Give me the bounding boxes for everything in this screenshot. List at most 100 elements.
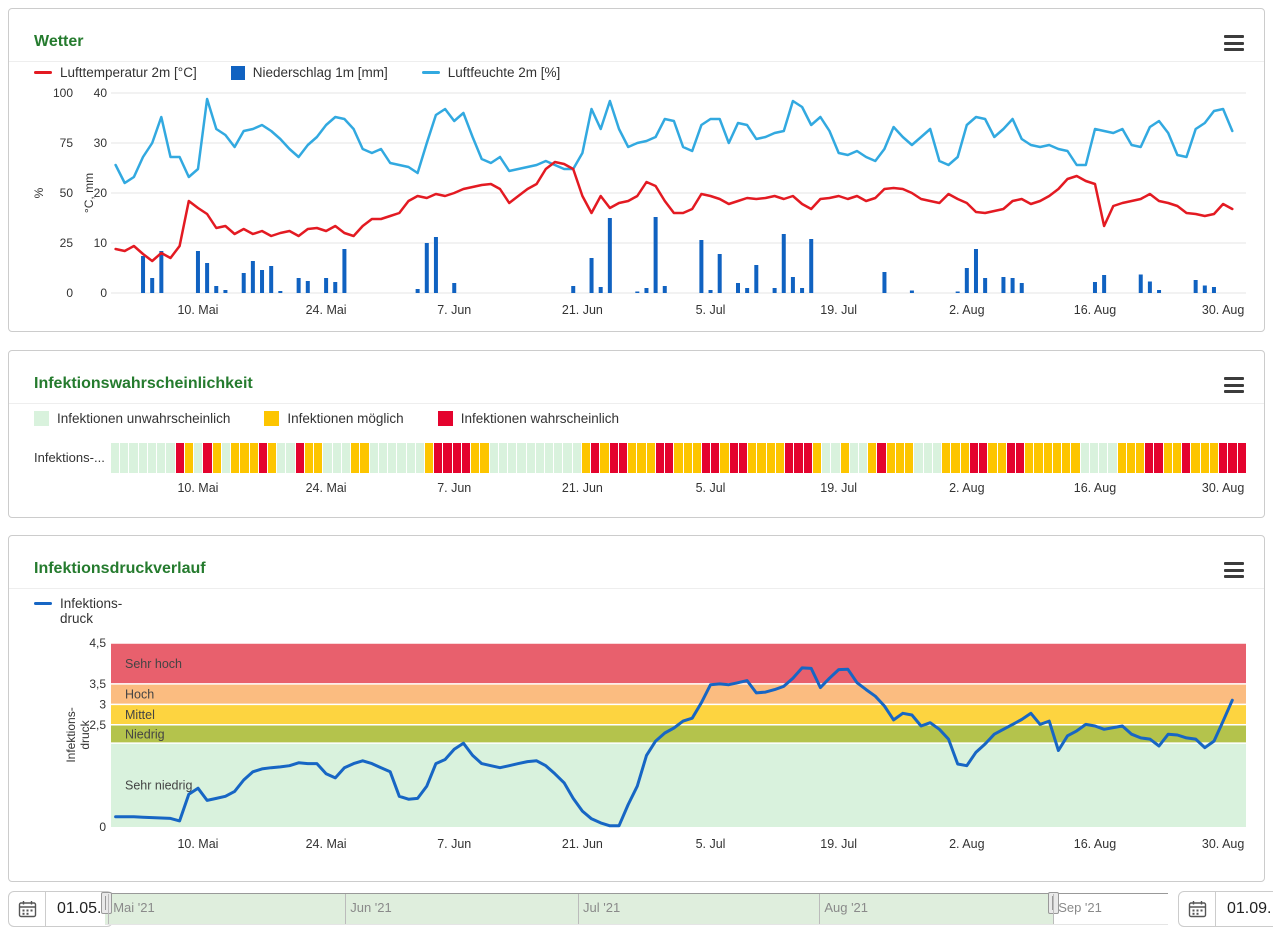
strip-cell[interactable] xyxy=(1034,443,1043,473)
calendar-icon[interactable] xyxy=(1179,892,1216,926)
strip-cell[interactable] xyxy=(508,443,517,473)
strip-cell[interactable] xyxy=(803,443,812,473)
strip-cell[interactable] xyxy=(1117,443,1126,473)
strip-cell[interactable] xyxy=(111,443,120,473)
chart-menu-icon[interactable] xyxy=(1224,35,1244,51)
strip-cell[interactable] xyxy=(563,443,572,473)
strip-cell[interactable] xyxy=(295,443,304,473)
strip-cell[interactable] xyxy=(812,443,822,473)
strip-cell[interactable] xyxy=(886,443,895,473)
strip-cell[interactable] xyxy=(517,443,526,473)
date-range-slider[interactable]: Mai '21 Jun '21 Jul '21 Aug '21 Sep '21 xyxy=(101,892,1168,925)
strip-cell[interactable] xyxy=(1145,443,1154,473)
end-date-value[interactable]: 01.09. xyxy=(1227,900,1272,917)
strip-cell[interactable] xyxy=(960,443,969,473)
strip-cell[interactable] xyxy=(341,443,351,473)
strip-cell[interactable] xyxy=(443,443,452,473)
strip-cell[interactable] xyxy=(434,443,443,473)
strip-cell[interactable] xyxy=(1182,443,1191,473)
slider-handle-left[interactable] xyxy=(101,892,112,914)
strip-cell[interactable] xyxy=(600,443,609,473)
strip-cell[interactable] xyxy=(351,443,360,473)
strip-cell[interactable] xyxy=(766,443,775,473)
strip-cell[interactable] xyxy=(554,443,563,473)
strip-cell[interactable] xyxy=(194,443,203,473)
strip-cell[interactable] xyxy=(138,443,147,473)
strip-cell[interactable] xyxy=(702,443,711,473)
strip-cell[interactable] xyxy=(1172,443,1182,473)
strip-cell[interactable] xyxy=(683,443,692,473)
strip-cell[interactable] xyxy=(424,443,434,473)
strip-cell[interactable] xyxy=(785,443,794,473)
strip-cell[interactable] xyxy=(609,443,618,473)
druck-legend[interactable]: Infektions- druck xyxy=(34,596,122,626)
strip-cell[interactable] xyxy=(212,443,221,473)
strip-cell[interactable] xyxy=(591,443,600,473)
strip-cell[interactable] xyxy=(378,443,388,473)
strip-cell[interactable] xyxy=(831,443,840,473)
strip-cell[interactable] xyxy=(545,443,554,473)
strip-cell[interactable] xyxy=(1062,443,1071,473)
strip-cell[interactable] xyxy=(655,443,665,473)
strip-cell[interactable] xyxy=(1163,443,1172,473)
strip-cell[interactable] xyxy=(1219,443,1228,473)
strip-cell[interactable] xyxy=(942,443,951,473)
strip-cell[interactable] xyxy=(1052,443,1062,473)
strip-cell[interactable] xyxy=(1025,443,1034,473)
strip-cell[interactable] xyxy=(526,443,535,473)
strip-cell[interactable] xyxy=(581,443,591,473)
strip-cell[interactable] xyxy=(1080,443,1089,473)
strip-cell[interactable] xyxy=(175,443,184,473)
start-date-value[interactable]: 01.05. xyxy=(57,900,102,917)
strip-cell[interactable] xyxy=(572,443,581,473)
strip-cell[interactable] xyxy=(997,443,1006,473)
strip-cell[interactable] xyxy=(120,443,129,473)
strip-cell[interactable] xyxy=(1154,443,1163,473)
strip-cell[interactable] xyxy=(1228,443,1237,473)
strip-cell[interactable] xyxy=(249,443,258,473)
strip-cell[interactable] xyxy=(267,443,277,473)
start-date-picker[interactable]: 01.05. xyxy=(8,891,114,927)
strip-cell[interactable] xyxy=(203,443,212,473)
strip-cell[interactable] xyxy=(1043,443,1052,473)
strip-cell[interactable] xyxy=(692,443,701,473)
strip-cell[interactable] xyxy=(748,443,757,473)
strip-cell[interactable] xyxy=(480,443,489,473)
strip-cell[interactable] xyxy=(388,443,397,473)
strip-cell[interactable] xyxy=(415,443,424,473)
strip-cell[interactable] xyxy=(231,443,240,473)
strip-cell[interactable] xyxy=(665,443,674,473)
strip-cell[interactable] xyxy=(360,443,369,473)
chart-menu-icon[interactable] xyxy=(1224,377,1244,393)
strip-cell[interactable] xyxy=(461,443,471,473)
strip-cell[interactable] xyxy=(1015,443,1025,473)
strip-cell[interactable] xyxy=(406,443,415,473)
legend-item-moeglich[interactable]: Infektionen möglich xyxy=(264,411,404,426)
strip-cell[interactable] xyxy=(646,443,655,473)
legend-item-unwahrscheinlich[interactable]: Infektionen unwahrscheinlich xyxy=(34,411,230,426)
strip-cell[interactable] xyxy=(738,443,748,473)
strip-cell[interactable] xyxy=(258,443,267,473)
strip-cell[interactable] xyxy=(720,443,729,473)
strip-cell[interactable] xyxy=(932,443,942,473)
strip-cell[interactable] xyxy=(858,443,868,473)
chart-menu-icon[interactable] xyxy=(1224,562,1244,578)
strip-cell[interactable] xyxy=(729,443,738,473)
strip-cell[interactable] xyxy=(397,443,406,473)
strip-cell[interactable] xyxy=(1200,443,1209,473)
strip-cell[interactable] xyxy=(147,443,157,473)
strip-cell[interactable] xyxy=(1237,443,1246,473)
strip-cell[interactable] xyxy=(822,443,831,473)
strip-cell[interactable] xyxy=(637,443,646,473)
strip-cell[interactable] xyxy=(794,443,803,473)
strip-cell[interactable] xyxy=(711,443,720,473)
strip-cell[interactable] xyxy=(618,443,628,473)
strip-cell[interactable] xyxy=(1089,443,1099,473)
strip-cell[interactable] xyxy=(628,443,637,473)
strip-cell[interactable] xyxy=(1209,443,1219,473)
strip-cell[interactable] xyxy=(757,443,766,473)
strip-cell[interactable] xyxy=(369,443,378,473)
strip-cell[interactable] xyxy=(489,443,498,473)
strip-cell[interactable] xyxy=(304,443,314,473)
legend-item-luftfeuchte[interactable]: Luftfeuchte 2m [%] xyxy=(421,65,560,80)
